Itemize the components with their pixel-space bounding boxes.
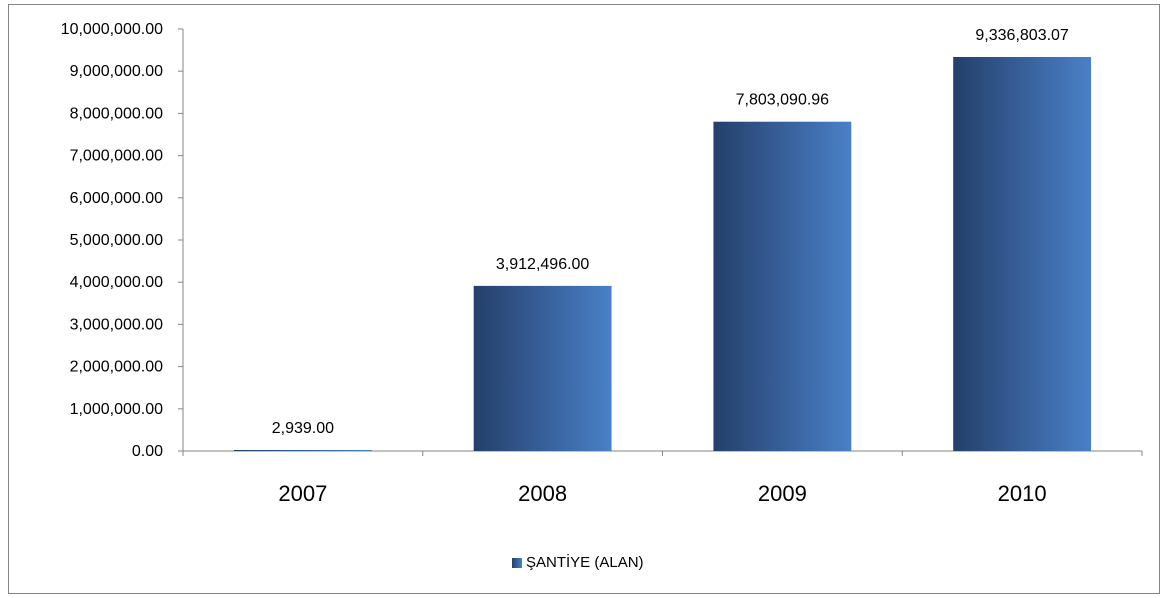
data-label-2008: 3,912,496.00: [496, 256, 590, 273]
y-tick-label: 4,000,000.00: [70, 274, 164, 291]
x-axis: 2007 2008 2009 2010: [182, 450, 1143, 506]
y-tick-label: 5,000,000.00: [70, 232, 164, 249]
data-labels: 2,939.00 3,912,496.00 7,803,090.96 9,336,80…: [272, 27, 1069, 437]
legend-swatch: [512, 557, 522, 568]
legend: ŞANTİYE (ALAN): [512, 554, 644, 571]
bar-2007: [233, 450, 372, 451]
x-tick-label: 2008: [518, 481, 567, 506]
bar-2008: [473, 285, 612, 451]
data-label-2009: 7,803,090.96: [736, 92, 830, 109]
y-axis: 0.00 1,000,000.00 2,000,000.00 3,000,000.00…: [61, 21, 184, 460]
data-label-2007: 2,939.00: [272, 420, 334, 437]
bar-2009: [713, 121, 852, 451]
y-tick-label: 8,000,000.00: [70, 105, 164, 122]
y-tick-label: 10,000,000.00: [61, 21, 163, 38]
x-tick-label: 2010: [998, 481, 1047, 506]
data-label-2010: 9,336,803.07: [975, 27, 1069, 44]
y-tick-label: 9,000,000.00: [70, 63, 164, 80]
y-tick-label: 7,000,000.00: [70, 148, 164, 165]
x-tick-label: 2009: [758, 481, 807, 506]
bar-2010: [953, 56, 1092, 452]
y-tick-label: 0.00: [132, 443, 163, 460]
x-tick-label: 2007: [278, 481, 327, 506]
y-tick-label: 1,000,000.00: [70, 401, 164, 418]
y-tick-label: 6,000,000.00: [70, 190, 164, 207]
y-tick-label: 2,000,000.00: [70, 359, 164, 376]
bars: [233, 56, 1092, 452]
legend-label: ŞANTİYE (ALAN): [526, 554, 644, 571]
y-tick-label: 3,000,000.00: [70, 316, 164, 333]
